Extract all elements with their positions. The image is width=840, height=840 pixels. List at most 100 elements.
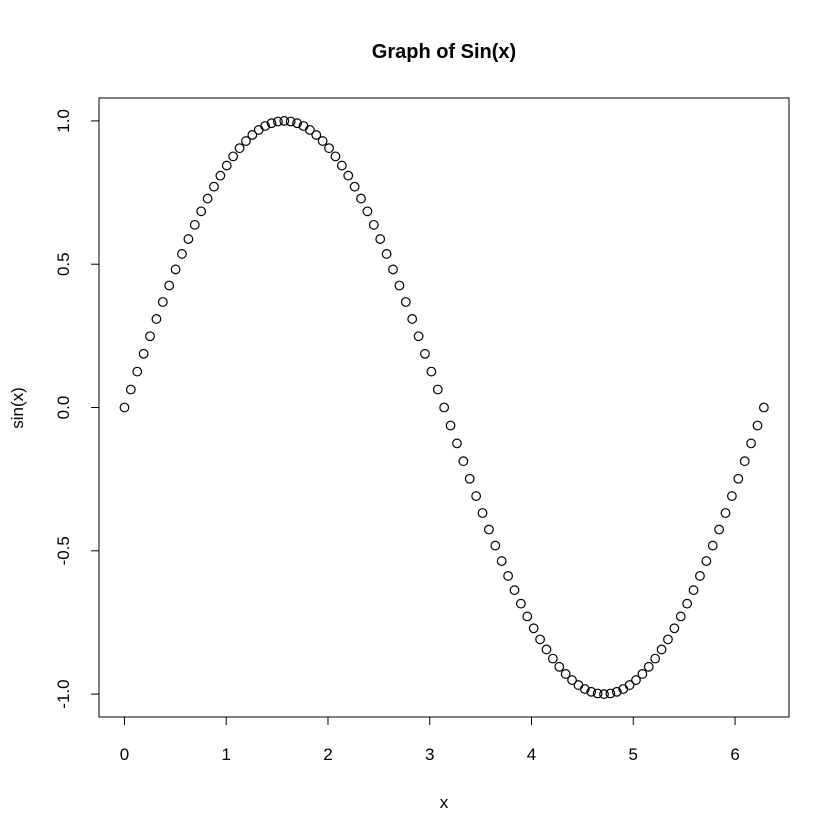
data-point <box>432 384 443 395</box>
data-point <box>599 689 609 699</box>
data-point <box>349 181 360 192</box>
data-point <box>714 524 725 535</box>
data-point <box>170 264 181 275</box>
data-point <box>707 540 718 551</box>
data-point <box>701 556 712 566</box>
data-point <box>209 181 219 192</box>
data-point <box>317 136 328 146</box>
data-point <box>189 219 200 230</box>
data-point <box>656 644 667 655</box>
data-point <box>515 598 526 609</box>
data-point <box>356 193 366 204</box>
y-tick-label: 1.0 <box>54 109 73 133</box>
data-point <box>394 280 405 291</box>
data-point <box>138 348 149 359</box>
data-point <box>490 540 501 551</box>
data-point <box>362 206 373 217</box>
data-point <box>669 623 680 634</box>
data-point <box>304 125 315 135</box>
data-point <box>528 623 539 634</box>
data-point <box>758 402 769 413</box>
data-point <box>119 402 130 413</box>
data-point <box>554 661 565 672</box>
data-point <box>330 151 341 162</box>
data-point <box>547 653 558 664</box>
data-point <box>611 686 622 697</box>
data-point <box>733 473 744 484</box>
data-point <box>311 130 322 140</box>
data-point <box>541 644 552 655</box>
y-axis-label: sin(x) <box>8 387 27 429</box>
data-point <box>643 661 654 672</box>
data-point <box>471 491 482 501</box>
data-point <box>292 118 302 129</box>
data-point <box>234 143 245 154</box>
data-point <box>228 151 239 162</box>
data-point <box>560 669 571 679</box>
data-point <box>503 571 514 581</box>
data-point <box>464 473 475 484</box>
data-point <box>592 688 603 699</box>
data-point <box>407 314 418 324</box>
data-point <box>484 524 494 535</box>
data-point <box>157 297 168 307</box>
data-point <box>343 170 354 181</box>
x-tick-label: 2 <box>323 745 332 764</box>
data-point <box>675 611 686 622</box>
y-axis: -1.0 -0.5 0.0 0.5 1.0 <box>54 109 100 709</box>
data-point <box>145 331 155 342</box>
data-point <box>253 125 264 135</box>
data-point <box>637 669 648 679</box>
x-axis: 0 1 2 3 4 5 6 <box>120 716 740 764</box>
data-point <box>151 314 162 324</box>
data-point <box>445 420 456 431</box>
x-axis-label: x <box>440 793 449 812</box>
data-point <box>183 234 194 244</box>
data-point <box>241 136 251 146</box>
data-point <box>746 438 756 449</box>
data-point <box>579 684 590 694</box>
data-point <box>739 456 750 467</box>
data-points <box>119 116 769 699</box>
data-point <box>573 680 584 690</box>
data-point <box>477 508 488 518</box>
data-point <box>439 402 450 413</box>
data-point <box>273 116 283 127</box>
data-point <box>285 116 296 127</box>
data-point <box>132 366 143 377</box>
data-point <box>125 384 136 395</box>
data-point <box>586 686 597 697</box>
y-tick-label: -1.0 <box>54 679 73 708</box>
data-point <box>695 571 705 581</box>
data-point <box>631 675 641 685</box>
y-tick-label: 0.0 <box>54 396 73 420</box>
data-point <box>221 160 232 171</box>
data-point <box>164 280 175 291</box>
data-point <box>624 680 635 690</box>
x-tick-label: 5 <box>629 745 638 764</box>
data-point <box>215 170 226 181</box>
plot-frame <box>98 97 790 718</box>
data-point <box>650 653 661 664</box>
data-point <box>727 491 737 501</box>
data-point <box>196 206 207 217</box>
data-point <box>522 611 533 622</box>
x-tick-label: 3 <box>425 745 434 764</box>
data-point <box>663 634 673 645</box>
data-point <box>266 118 277 129</box>
data-point <box>452 438 462 449</box>
data-point <box>247 130 258 140</box>
data-point <box>458 456 469 467</box>
data-point <box>260 121 271 131</box>
data-point <box>381 249 392 259</box>
data-point <box>682 598 693 609</box>
data-point <box>375 234 386 244</box>
x-tick-label: 0 <box>120 745 129 764</box>
data-point <box>426 366 437 377</box>
y-tick-label: -0.5 <box>54 536 73 565</box>
data-point <box>388 264 398 275</box>
data-point <box>535 634 545 645</box>
data-point <box>368 219 379 230</box>
data-point <box>605 688 616 699</box>
